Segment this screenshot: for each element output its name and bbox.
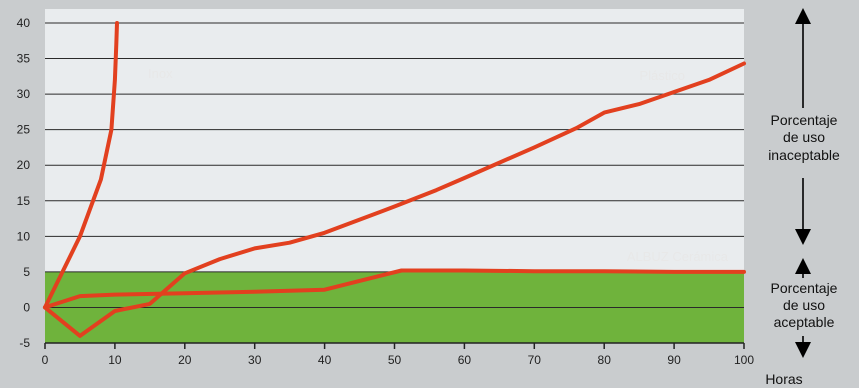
y-tick-label: -5: [19, 336, 30, 350]
series-label-albuz-ceramica: ALBUZ Cerámica: [627, 249, 729, 264]
series-line-albuz-ceramica: [43, 268, 746, 310]
y-tick-label: 10: [17, 229, 31, 243]
x-tick-label: 0: [42, 353, 49, 367]
arrow-up-icon: [795, 8, 811, 24]
x-tick-label: 90: [667, 353, 681, 367]
x-tick-label: 40: [318, 353, 332, 367]
x-axis-label: Horas: [765, 371, 802, 387]
unacceptable-line-2: de uso: [783, 129, 825, 145]
y-axis: -5 0 5 10 15 20 25 30 35 40: [17, 16, 31, 350]
x-tick-label: 10: [108, 353, 122, 367]
y-tick-label: 30: [17, 87, 31, 101]
series-lines: [43, 21, 746, 338]
y-tick-label: 5: [23, 265, 30, 279]
arrow-up-icon: [795, 258, 811, 274]
x-tick-label: 20: [178, 353, 192, 367]
arrow-down-icon: [795, 229, 811, 245]
x-tick-label: 50: [388, 353, 402, 367]
y-tick-label: 40: [17, 16, 31, 30]
x-axis: 0 10 20 30 40 50 60 70 80 90 100: [42, 342, 754, 367]
x-tick-label: 100: [734, 353, 754, 367]
series-line-inox: [43, 21, 119, 310]
acceptable-line-2: de uso: [783, 297, 825, 313]
arrow-down-icon: [795, 342, 811, 358]
y-tick-label: 15: [17, 194, 31, 208]
series-labels: Inox Plástico ALBUZ Cerámica: [148, 66, 729, 264]
acceptable-line-1: Porcentaje: [771, 280, 838, 296]
unacceptable-line-1: Porcentaje: [771, 112, 838, 128]
acceptable-line-3: aceptable: [774, 314, 835, 330]
acceptable-annotation: Porcentaje de uso aceptable: [771, 258, 838, 358]
x-tick-label: 60: [458, 353, 472, 367]
unacceptable-line-3: inaceptable: [768, 147, 840, 163]
y-tick-label: 35: [17, 52, 31, 66]
x-tick-label: 70: [528, 353, 542, 367]
x-tick-label: 80: [598, 353, 612, 367]
series-label-plastico: Plástico: [639, 68, 685, 83]
y-tick-label: 25: [17, 123, 31, 137]
unacceptable-annotation: Porcentaje de uso inaceptable: [768, 8, 840, 245]
y-tick-label: 20: [17, 158, 31, 172]
y-tick-label: 0: [23, 300, 30, 314]
series-label-inox: Inox: [148, 66, 173, 81]
series-line-plastico: [43, 61, 746, 338]
x-tick-label: 30: [248, 353, 262, 367]
